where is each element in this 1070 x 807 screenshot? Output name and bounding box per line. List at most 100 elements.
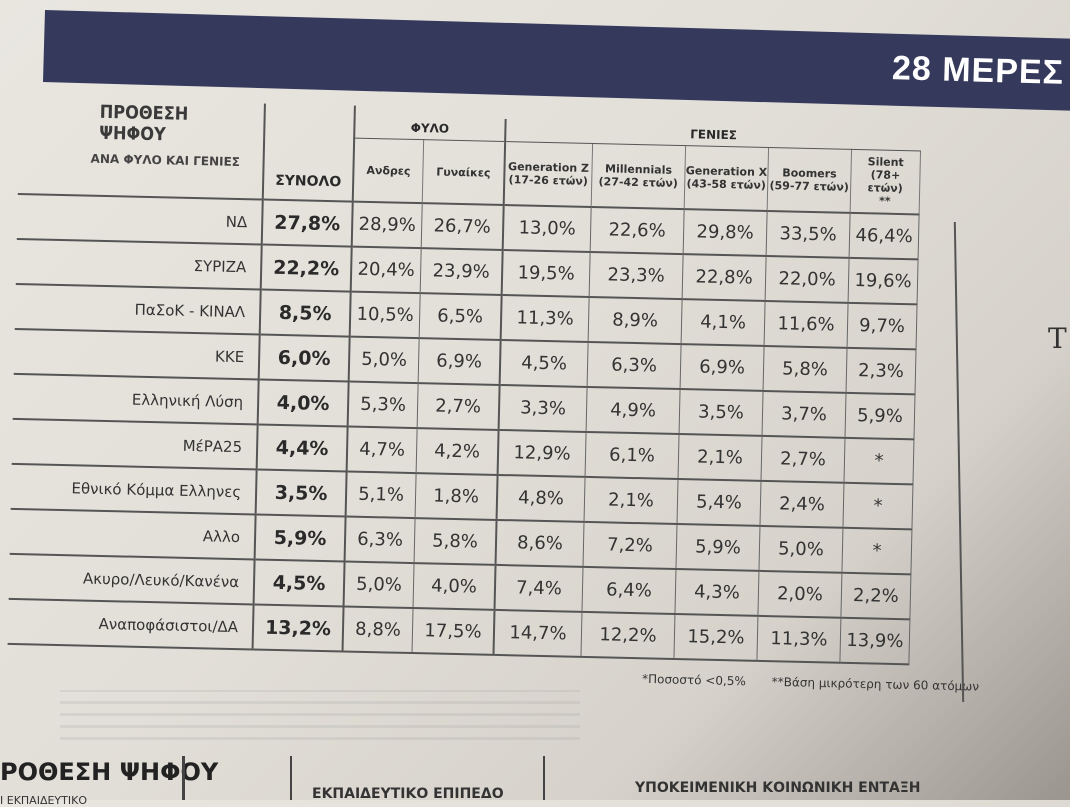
boom-value-cell: 11,6% [764,300,849,348]
women-value-cell: 17,5% [412,608,495,655]
men-value-cell: 8,8% [342,606,414,654]
men-value-cell: 28,9% [351,201,423,249]
bottom-divider-1 [182,756,185,800]
mill-value-cell: 6,4% [581,566,676,614]
total-value-cell: 4,0% [257,379,349,427]
bottom-heading-social-integration: ΥΠΟΚΕΙΜΕΝΙΚΗ ΚΟΙΝΩΝΙΚΗ ΕΝΤΑΞΗ [635,780,921,796]
table-title-cell: ΠΡΟΘΕΣΗ ΨΗΦΟΥ ΑΝΑ ΦΥΛΟ ΚΑΙ ΓΕΝΙΕΣ [17,98,265,200]
women-value-cell: 26,7% [421,203,504,250]
genz-value-cell: 19,5% [501,249,591,297]
silent-value-cell: 2,3% [846,347,917,395]
women-column-header: Γυναίκες [422,139,506,206]
mill-value-cell: 4,9% [586,386,681,435]
men-value-cell: 6,3% [344,516,416,564]
genx-value-cell: 5,4% [677,479,762,526]
genz-value-cell: 4,5% [499,339,589,387]
boom-value-cell: 22,0% [765,255,850,303]
genz-value-cell: 3,3% [498,384,588,432]
silent-value-cell: * [841,527,912,575]
bottom-heading-education: ΕΚΠΑΙΔΕΥΤΙΚΟ ΕΠΙΠΕΔΟ [312,786,504,802]
silent-value-cell: * [843,437,914,485]
party-name-cell: Αλλο [9,508,256,560]
genz-value-cell: 8,6% [495,519,585,567]
bottom-section-headers: ΡΟΘΕΣΗ ΨΗΦΟΥ ΕΚΠΑΙΔΕΥΤΙΚΟ ΕΠΙΠΕΔΟ ΥΠΟΚΕΙ… [0,752,1070,807]
women-value-cell: 23,9% [420,248,503,295]
mill-value-cell: 8,9% [588,296,683,345]
men-value-cell: 5,0% [343,561,415,609]
table-body: ΝΔ 27,8% 28,9% 26,7% 13,0% 22,6% 29,8% 33,5% 46,… [7,193,920,665]
party-name-cell: Ελληνική Λύση [12,373,259,425]
genx-value-cell: 2,1% [678,434,763,481]
genx-value-cell: 6,9% [680,344,765,391]
vote-intention-table-wrapper: ΠΡΟΘΕΣΗ ΨΗΦΟΥ ΑΝΑ ΦΥΛΟ ΚΑΙ ΓΕΝΙΕΣ ΣΥΝΟΛΟ… [7,98,970,666]
genz-value-cell: 14,7% [493,609,582,657]
men-column-header: Ανδρες [352,138,424,204]
women-value-cell: 4,2% [416,428,499,475]
genx-column-header: Generation X (43-58 ετών) [684,145,769,211]
boom-value-cell: 5,8% [763,345,848,393]
party-name-cell: ΣΥΡΙΖΑ [15,238,262,290]
total-value-cell: 4,5% [253,559,345,607]
total-value-cell: 8,5% [259,289,351,337]
men-value-cell: 5,3% [347,381,419,429]
genz-value-cell: 11,3% [500,294,590,342]
mill-value-cell: 23,3% [589,251,684,300]
bottom-divider-3 [543,756,545,800]
total-value-cell: 3,5% [255,469,347,517]
total-value-cell: 13,2% [252,604,344,652]
bottom-subheading: Ι ΕΚΠΑΙΔΕΥΤΙΚΟ [0,794,87,807]
total-value-cell: 5,9% [254,514,346,562]
boom-value-cell: 11,3% [756,615,841,663]
women-value-cell: 1,8% [415,473,498,520]
silent-value-cell: 19,6% [848,257,919,305]
genz-value-cell: 12,9% [497,429,587,477]
mill-value-cell: 12,2% [580,611,675,659]
footnote-small-base: **Βάση μικρότερη των 60 ατόμων [771,674,980,694]
men-value-cell: 20,4% [350,246,422,294]
banner-title: 28 ΜΕΡΕΣ Π [891,49,1070,93]
mill-value-cell: 6,3% [587,341,682,390]
total-value-cell: 6,0% [258,334,350,382]
genz-column-header: Generation Z (17-26 ετών) [503,141,593,207]
women-value-cell: 4,0% [413,563,496,610]
side-column-letter: Τ [1048,322,1067,355]
party-name-cell: Αναποφάσιστοι/ΔΑ [7,598,254,650]
genx-value-cell: 29,8% [683,209,768,256]
silent-value-cell: 2,2% [840,572,911,620]
boom-value-cell: 2,4% [759,480,844,528]
party-name-cell: Ακυρο/Λευκό/Κανένα [8,553,255,605]
genx-value-cell: 4,1% [681,299,766,346]
party-name-cell: ΠαΣοΚ - ΚΙΝΑΛ [14,283,261,335]
boomers-column-header: Boomers (59-77 ετών) [767,147,852,213]
table-title-line2: ΨΗΦΟΥ [98,122,167,146]
boom-value-cell: 2,7% [761,435,846,483]
faded-text-area [60,690,580,740]
boom-value-cell: 3,7% [762,390,847,438]
genx-value-cell: 22,8% [682,254,767,301]
total-value-cell: 4,4% [256,424,348,472]
vote-intention-table: ΠΡΟΘΕΣΗ ΨΗΦΟΥ ΑΝΑ ΦΥΛΟ ΚΑΙ ΓΕΝΙΕΣ ΣΥΝΟΛΟ… [7,98,922,665]
total-value-cell: 27,8% [261,199,353,247]
millennials-column-header: Millennials (27-42 ετών) [591,143,686,210]
mill-value-cell: 7,2% [583,521,678,570]
genz-value-cell: 13,0% [502,205,592,252]
total-column-header: ΣΥΝΟΛΟ [262,103,355,202]
boom-value-cell: 33,5% [766,210,851,258]
genz-value-cell: 7,4% [494,564,584,612]
silent-value-cell: * [842,482,913,530]
women-value-cell: 2,7% [417,383,500,430]
mill-value-cell: 22,6% [590,206,685,255]
boom-value-cell: 2,0% [757,570,842,618]
men-value-cell: 10,5% [349,291,421,339]
footnotes: *Ποσοστό <0,5% **Βάση μικρότερη των 60 α… [642,672,1001,694]
mill-value-cell: 2,1% [584,476,679,525]
footnote-low-percentage: *Ποσοστό <0,5% [641,671,747,689]
men-value-cell: 5,0% [348,336,420,384]
silent-column-header: Silent (78+ ετών) ** [850,149,921,215]
genx-value-cell: 4,3% [674,569,759,616]
mill-value-cell: 6,1% [585,431,680,480]
table-subtitle: ΑΝΑ ΦΥΛΟ ΚΑΙ ΓΕΝΙΕΣ [90,151,241,170]
silent-value-cell: 9,7% [847,302,918,350]
boom-value-cell: 5,0% [758,525,843,573]
party-name-cell: ΚΚΕ [13,328,260,380]
